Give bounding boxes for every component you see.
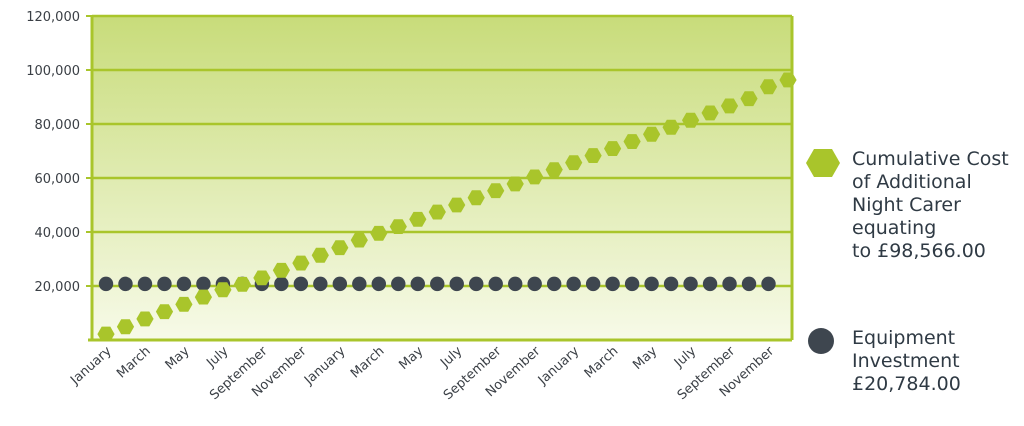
x-tick-label: May	[396, 344, 426, 373]
equipment-point	[469, 276, 484, 292]
x-tick-label: May	[163, 344, 193, 373]
cost-point	[428, 204, 446, 220]
x-tick-label: July	[437, 344, 465, 372]
cost-point	[604, 141, 622, 156]
x-tick-label: May	[630, 344, 660, 373]
cost-point	[759, 79, 778, 95]
equipment-point	[430, 276, 445, 292]
cost-point	[214, 282, 232, 298]
equipment-point	[546, 276, 562, 292]
equipment-point	[683, 276, 698, 292]
cost-point	[370, 225, 388, 241]
cost-point	[233, 276, 251, 292]
equipment-point	[585, 276, 601, 292]
y-tick-label: 60,000	[35, 172, 81, 187]
cost-point	[389, 219, 407, 234]
series-points	[97, 72, 797, 342]
equipment-point	[196, 276, 211, 292]
cost-point	[331, 240, 349, 256]
equipment-point	[644, 276, 659, 292]
y-tick-label: 120,000	[26, 10, 80, 25]
x-axis-ticks: January March May JulySeptemberNovemberJanu…	[67, 343, 777, 403]
cost-point	[487, 183, 505, 199]
equipment-point	[761, 276, 776, 292]
y-tick-label: 40,000	[35, 226, 81, 241]
x-tick-label: July	[671, 344, 699, 372]
cost-point	[136, 311, 154, 327]
cost-point	[409, 211, 427, 227]
equipment-point	[313, 276, 328, 292]
x-tick-label: March	[348, 344, 387, 382]
equipment-point	[391, 276, 406, 292]
hexagon-marker-icon	[806, 149, 840, 177]
cost-point	[350, 232, 368, 248]
cost-point	[623, 134, 641, 149]
equipment-point	[274, 276, 289, 292]
cost-point	[194, 289, 212, 305]
y-axis-ticks: 20,000 40,000 60,000 80,000 100,000 120,000	[26, 10, 92, 295]
cost-point	[272, 262, 290, 278]
cost-point	[311, 247, 329, 263]
equipment-point	[624, 276, 640, 292]
cost-point	[467, 190, 485, 206]
x-tick-label: January	[67, 344, 115, 389]
cost-point	[97, 326, 115, 342]
equipment-point	[605, 276, 620, 292]
cost-point	[526, 169, 544, 185]
x-tick-label: March	[114, 344, 153, 382]
x-tick-label: July	[203, 344, 231, 372]
circle-marker-icon	[808, 328, 834, 354]
equipment-point	[118, 276, 133, 292]
x-tick-label: January	[301, 344, 349, 389]
legend-cost-label: Cumulative Cost of Additional Night Care…	[852, 148, 1009, 262]
cost-point	[175, 296, 193, 312]
equipment-point	[137, 276, 153, 292]
equipment-point	[332, 276, 348, 292]
cost-point	[662, 119, 680, 135]
legend-cost: Cumulative Cost of Additional Night Care…	[806, 148, 1021, 263]
cost-point	[565, 155, 583, 171]
cost-point	[643, 126, 661, 142]
cost-point	[720, 98, 739, 114]
x-tick-label: March	[582, 344, 621, 382]
cost-point	[779, 72, 797, 88]
equipment-point	[293, 276, 309, 292]
equipment-point	[663, 276, 679, 292]
equipment-point	[410, 276, 425, 292]
equipment-point	[98, 276, 114, 292]
y-tick-label: 80,000	[35, 118, 81, 133]
y-tick-label: 20,000	[35, 280, 81, 295]
x-tick-label: January	[535, 344, 583, 389]
equipment-point	[371, 276, 386, 292]
cost-point	[155, 304, 174, 320]
cost-point	[740, 91, 758, 107]
cost-point	[545, 162, 563, 178]
equipment-point	[741, 276, 757, 292]
equipment-point	[488, 276, 503, 292]
equipment-point	[566, 276, 581, 292]
legend-equipment: Equipment Investment £20,784.00	[806, 327, 1021, 396]
equipment-point	[702, 276, 718, 292]
equipment-point	[508, 276, 523, 292]
equipment-point	[352, 276, 367, 292]
y-tick-label: 100,000	[26, 64, 80, 79]
cost-point	[448, 197, 466, 213]
cost-point	[292, 255, 310, 271]
legend-equipment-label: Equipment Investment £20,784.00	[852, 327, 961, 395]
equipment-point	[176, 276, 192, 292]
cost-point	[253, 270, 271, 286]
cost-point	[116, 319, 135, 335]
equipment-point	[722, 276, 737, 292]
equipment-point	[449, 276, 464, 292]
cost-point	[682, 112, 700, 128]
cost-point	[584, 148, 602, 163]
equipment-point	[157, 276, 172, 292]
equipment-point	[527, 276, 542, 292]
cost-point	[506, 176, 524, 192]
cost-point	[701, 105, 719, 121]
